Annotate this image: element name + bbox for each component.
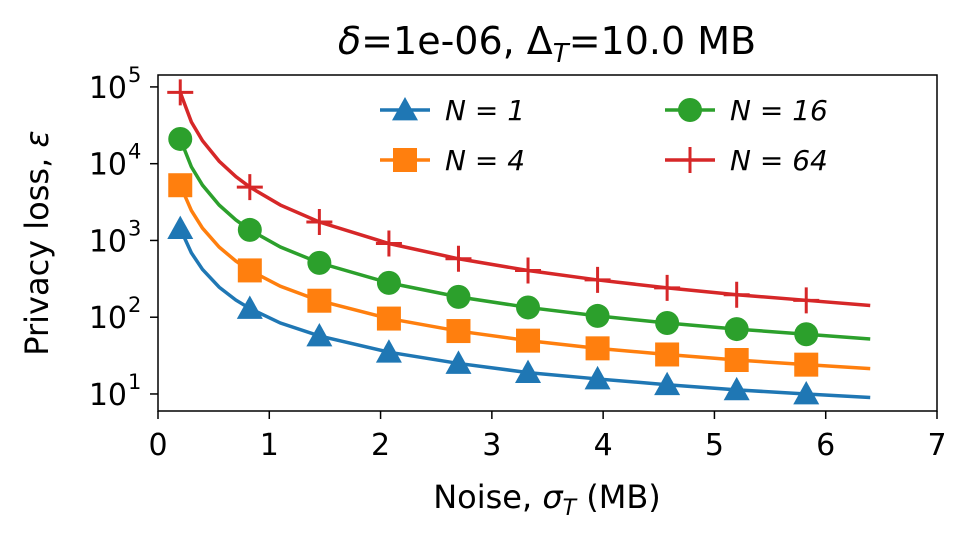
- series-line: [178, 184, 871, 371]
- legend-label: N = 16: [730, 94, 828, 127]
- x-tick-label: 2: [371, 428, 390, 463]
- marker: [167, 215, 194, 240]
- y-tick-label: 10: [89, 378, 127, 413]
- marker: [237, 217, 262, 242]
- marker: [375, 230, 402, 257]
- marker: [793, 287, 820, 314]
- marker: [516, 295, 541, 320]
- y-tick-exponent: 3: [128, 216, 141, 240]
- legend-marker: [678, 98, 702, 122]
- plot-area: [167, 79, 871, 405]
- y-tick-exponent: 5: [128, 63, 141, 87]
- legend-marker: [393, 148, 417, 172]
- ylabel-part: Privacy loss,: [18, 148, 56, 356]
- marker: [723, 376, 750, 401]
- marker: [794, 322, 819, 347]
- marker: [167, 79, 194, 106]
- marker: [724, 348, 749, 373]
- y-tick-exponent: 2: [128, 293, 141, 317]
- legend-label: N = 1: [445, 94, 525, 127]
- y-axis-label: Privacy loss, ε: [18, 130, 56, 355]
- marker: [584, 365, 611, 390]
- x-tick-label: 6: [816, 428, 835, 463]
- marker: [793, 380, 820, 405]
- marker: [515, 359, 542, 383]
- xlabel-part: (MB): [576, 478, 661, 516]
- marker: [236, 174, 263, 201]
- x-tick-label: 3: [482, 428, 501, 463]
- marker: [307, 250, 332, 275]
- series-line: [178, 91, 871, 308]
- xlabel-part: T: [563, 496, 578, 521]
- legend-label: N = 64: [730, 144, 828, 177]
- legend-label: N = 4: [445, 144, 525, 177]
- marker: [724, 317, 749, 342]
- marker: [585, 336, 610, 361]
- marker: [516, 328, 541, 353]
- xlabel-part: Noise,: [433, 478, 542, 516]
- title-part: =10.0 MB: [569, 19, 756, 63]
- y-tick-label: 10: [89, 224, 127, 259]
- y-tick-label: 10: [89, 71, 127, 106]
- series-line: [178, 227, 871, 400]
- marker: [655, 342, 680, 367]
- marker: [723, 281, 750, 308]
- legend-marker: [677, 147, 703, 173]
- marker: [376, 270, 401, 295]
- marker: [654, 371, 681, 396]
- xlabel-part: σ: [542, 478, 564, 516]
- y-tick-label: 10: [89, 148, 127, 183]
- legend-marker: [392, 97, 418, 121]
- series-line: [178, 138, 871, 341]
- y-tick-exponent: 4: [128, 140, 141, 164]
- marker: [794, 352, 819, 377]
- axes-frame: [157, 74, 938, 412]
- ylabel-part: ε: [18, 130, 56, 147]
- marker: [237, 258, 262, 283]
- marker: [306, 322, 333, 347]
- marker: [445, 245, 472, 272]
- title-part: T: [553, 39, 571, 69]
- y-tick-exponent: 1: [128, 370, 141, 394]
- x-tick-label: 1: [260, 428, 279, 463]
- y-tick-label: 10: [89, 301, 127, 336]
- marker: [375, 339, 402, 363]
- marker: [236, 295, 263, 319]
- marker: [307, 288, 332, 313]
- x-tick-label: 7: [927, 428, 946, 463]
- chart-title: δ=1e-06, ΔT=10.0 MB: [338, 19, 756, 69]
- marker: [584, 266, 611, 293]
- marker: [446, 319, 471, 344]
- marker: [376, 306, 401, 331]
- x-axis-label: Noise, σT (MB): [433, 478, 661, 521]
- x-tick-label: 0: [148, 428, 167, 463]
- x-tick-label: 4: [594, 428, 613, 463]
- marker: [168, 126, 193, 151]
- title-part: =1e-06, Δ: [361, 19, 553, 63]
- marker: [655, 311, 680, 336]
- marker: [515, 257, 542, 284]
- title-part: δ: [338, 19, 361, 63]
- marker: [306, 209, 333, 236]
- marker: [585, 303, 610, 328]
- marker: [445, 350, 472, 374]
- marker: [446, 284, 471, 309]
- marker: [168, 173, 193, 198]
- marker: [654, 274, 681, 301]
- x-tick-label: 5: [705, 428, 724, 463]
